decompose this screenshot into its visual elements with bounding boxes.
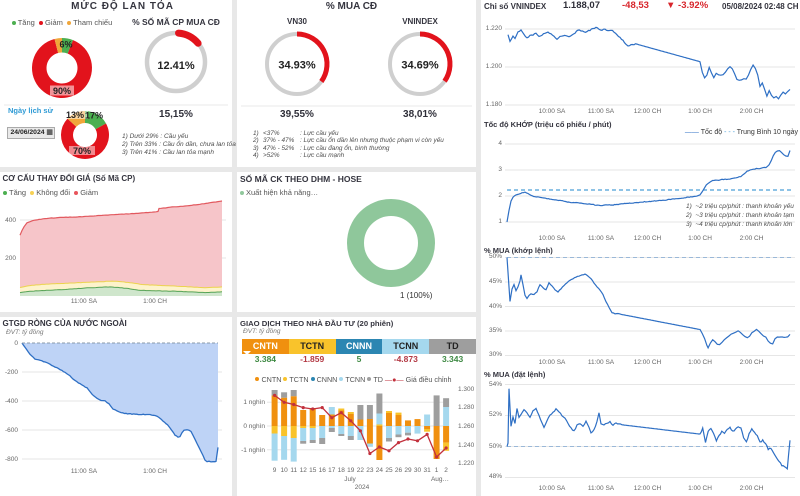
svg-text:31: 31 xyxy=(423,467,431,474)
svg-text:10:00 SA: 10:00 SA xyxy=(539,359,566,366)
svg-text:48%: 48% xyxy=(489,473,502,480)
svg-text:200: 200 xyxy=(5,255,16,262)
svg-text:0 nghìn: 0 nghìn xyxy=(243,423,265,430)
svg-text:1:00 CH: 1:00 CH xyxy=(143,298,167,305)
svg-text:1: 1 xyxy=(498,218,502,225)
svg-text:1.200: 1.200 xyxy=(486,63,503,70)
svg-text:2: 2 xyxy=(444,467,448,474)
svg-text:11:00 SA: 11:00 SA xyxy=(588,359,615,366)
svg-text:1 nghìn: 1 nghìn xyxy=(243,399,265,406)
svg-text:10: 10 xyxy=(280,467,288,474)
svg-text:18: 18 xyxy=(338,467,346,474)
svg-text:11: 11 xyxy=(290,467,297,474)
svg-text:4: 4 xyxy=(498,140,502,147)
svg-text:2:00 CH: 2:00 CH xyxy=(740,235,764,242)
svg-text:1.260: 1.260 xyxy=(458,423,475,430)
svg-text:16: 16 xyxy=(319,467,327,474)
svg-text:1:00 CH: 1:00 CH xyxy=(688,235,712,242)
svg-text:2:00 CH: 2:00 CH xyxy=(740,359,764,366)
svg-text:-800: -800 xyxy=(5,456,18,463)
svg-text:24: 24 xyxy=(376,467,384,474)
svg-text:45%: 45% xyxy=(489,278,502,285)
svg-text:1:00 CH: 1:00 CH xyxy=(688,359,712,366)
svg-text:12:00 CH: 12:00 CH xyxy=(634,485,662,492)
svg-text:12.41%: 12.41% xyxy=(157,60,195,72)
svg-text:July: July xyxy=(344,476,356,483)
svg-text:10:00 SA: 10:00 SA xyxy=(539,485,566,492)
svg-text:11:00 SA: 11:00 SA xyxy=(71,468,98,475)
svg-text:26: 26 xyxy=(395,467,403,474)
svg-text:19: 19 xyxy=(347,467,355,474)
svg-text:11:00 SA: 11:00 SA xyxy=(588,235,615,242)
svg-text:40%: 40% xyxy=(489,303,502,310)
svg-text:12:00 CH: 12:00 CH xyxy=(634,359,662,366)
svg-text:-400: -400 xyxy=(5,398,18,405)
svg-text:6%: 6% xyxy=(59,40,72,50)
svg-text:1 (100%): 1 (100%) xyxy=(400,291,433,300)
svg-text:35%: 35% xyxy=(489,327,502,334)
svg-text:10:00 SA: 10:00 SA xyxy=(539,108,566,115)
svg-text:9: 9 xyxy=(273,467,277,474)
svg-text:29: 29 xyxy=(404,467,412,474)
svg-text:17%: 17% xyxy=(85,111,103,121)
svg-text:1.220: 1.220 xyxy=(486,25,503,32)
svg-text:50%: 50% xyxy=(489,253,502,260)
svg-text:1:00 CH: 1:00 CH xyxy=(143,468,167,475)
svg-text:Aug…: Aug… xyxy=(431,476,449,483)
svg-text:2: 2 xyxy=(498,192,502,199)
svg-text:11:00 SA: 11:00 SA xyxy=(588,108,615,115)
svg-text:1.220: 1.220 xyxy=(458,460,475,467)
svg-text:2:00 CH: 2:00 CH xyxy=(740,108,764,115)
svg-text:1:00 CH: 1:00 CH xyxy=(688,108,712,115)
svg-text:11:00 SA: 11:00 SA xyxy=(588,485,615,492)
svg-text:34.69%: 34.69% xyxy=(401,60,439,72)
svg-text:15: 15 xyxy=(309,467,317,474)
svg-text:400: 400 xyxy=(5,217,16,224)
svg-text:52%: 52% xyxy=(489,411,502,418)
svg-text:2024: 2024 xyxy=(355,484,370,491)
svg-text:25: 25 xyxy=(385,467,393,474)
svg-text:1.300: 1.300 xyxy=(458,386,475,393)
svg-text:0: 0 xyxy=(14,340,18,347)
svg-text:-600: -600 xyxy=(5,427,18,434)
svg-text:10:00 SA: 10:00 SA xyxy=(539,235,566,242)
svg-text:12:00 CH: 12:00 CH xyxy=(634,108,662,115)
svg-text:-1 nghìn: -1 nghìn xyxy=(241,447,265,454)
svg-text:34.93%: 34.93% xyxy=(278,60,316,72)
svg-text:12:00 CH: 12:00 CH xyxy=(634,235,662,242)
svg-text:1:00 CH: 1:00 CH xyxy=(688,485,712,492)
svg-text:13%: 13% xyxy=(66,110,84,120)
svg-text:54%: 54% xyxy=(489,381,502,388)
svg-text:12: 12 xyxy=(300,467,308,474)
svg-text:90%: 90% xyxy=(53,86,71,96)
svg-text:2:00 CH: 2:00 CH xyxy=(740,485,764,492)
svg-text:50%: 50% xyxy=(489,443,502,450)
svg-text:-200: -200 xyxy=(5,369,18,376)
svg-text:30%: 30% xyxy=(489,351,502,358)
svg-text:1: 1 xyxy=(435,467,439,474)
svg-text:23: 23 xyxy=(366,467,374,474)
svg-text:30: 30 xyxy=(414,467,422,474)
svg-text:1.280: 1.280 xyxy=(458,404,475,411)
svg-text:11:00 SA: 11:00 SA xyxy=(71,298,98,305)
svg-text:22: 22 xyxy=(357,467,365,474)
svg-text:1.180: 1.180 xyxy=(486,101,503,108)
svg-text:70%: 70% xyxy=(73,146,91,156)
svg-text:17: 17 xyxy=(328,467,336,474)
svg-text:1.240: 1.240 xyxy=(458,442,475,449)
svg-text:3: 3 xyxy=(498,166,502,173)
